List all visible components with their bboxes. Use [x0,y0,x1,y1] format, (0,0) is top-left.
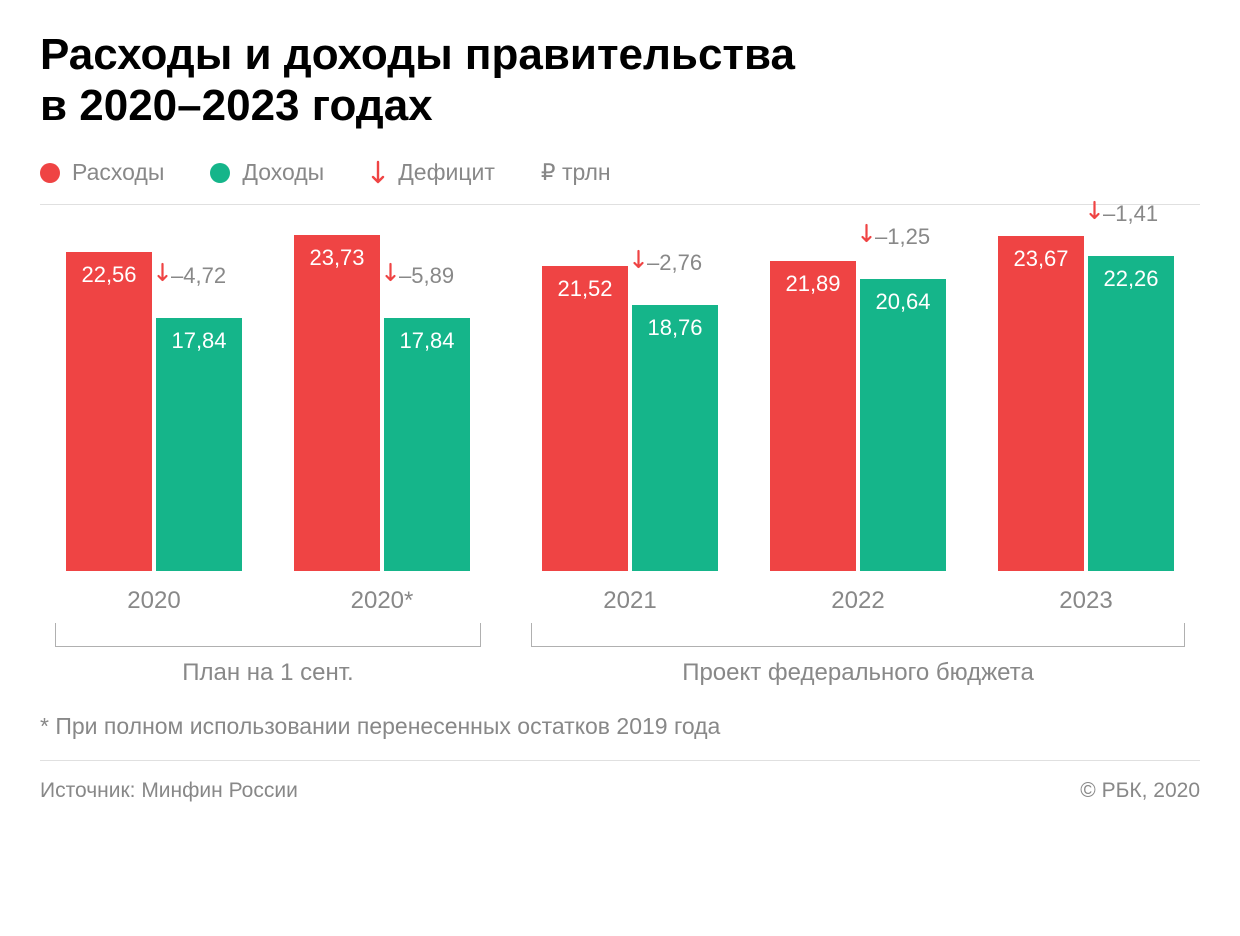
deficit-value: –1,41 [1103,201,1158,227]
deficit-value: –2,76 [647,250,702,276]
footnote: * При полном использовании перенесенных … [40,713,1200,761]
deficit-label: –2,76 [632,249,702,277]
deficit-label: –5,89 [384,262,454,290]
legend-income: Доходы [210,159,324,186]
legend-unit-label: ₽ трлн [541,159,611,186]
deficit-label: –1,41 [1088,200,1158,228]
bar-pair: 21,5218,76 –2,76 [542,231,718,571]
deficit-value: –4,72 [171,263,226,289]
title-line-1: Расходы и доходы правительства [40,30,795,79]
footer: Источник: Минфин России © РБК, 2020 [40,779,1200,803]
expenses-bar: 22,56 [66,252,152,572]
bracket-row: План на 1 сент. Проект федерального бюдже… [40,623,1200,687]
bar-pair: 21,8920,64–1,25 [770,231,946,571]
arrow-down-icon [860,223,873,251]
arrow-down-icon [632,249,645,277]
expenses-dot-icon [40,163,60,183]
deficit-value: –5,89 [399,263,454,289]
bar-pair: 23,6722,26–1,41 [998,231,1174,571]
expenses-bar: 23,73 [294,235,380,571]
income-dot-icon [210,163,230,183]
chart-title: Расходы и доходы правительства в 2020–20… [40,30,1200,131]
bar-group: 23,7317,84 –5,89 2020* [268,231,496,615]
x-axis-label: 2020* [351,587,414,615]
bracket-label: План на 1 сент. [55,659,481,687]
x-axis-label: 2023 [1059,587,1112,615]
bar-group: 23,6722,26–1,41 2023 [972,231,1200,615]
expenses-bar: 23,67 [998,236,1084,571]
legend-expenses-label: Расходы [72,159,164,186]
income-bar: 20,64 [860,279,946,571]
x-axis-label: 2022 [831,587,884,615]
bar-group: 22,5617,84 –4,72 2020 [40,231,268,615]
arrow-down-icon [370,160,386,186]
expenses-bar: 21,89 [770,261,856,571]
deficit-label: –1,25 [860,223,930,251]
legend-income-label: Доходы [242,159,324,186]
income-bar: 18,76 [632,305,718,571]
legend-deficit-label: Дефицит [398,159,495,186]
title-line-2: в 2020–2023 годах [40,81,433,130]
legend: Расходы Доходы Дефицит ₽ трлн [40,159,1200,205]
expenses-bar: 21,52 [542,266,628,571]
bar-group: 21,8920,64–1,25 2022 [744,231,972,615]
legend-expenses: Расходы [40,159,164,186]
bar-chart: 22,5617,84–4,72202023,7317,84–5,892020*2… [40,215,1200,615]
legend-unit: ₽ трлн [541,159,611,186]
source-label: Источник: Минфин России [40,779,298,803]
arrow-down-icon [156,262,169,290]
x-axis-label: 2021 [603,587,656,615]
x-axis-label: 2020 [127,587,180,615]
income-bar: 17,84 [384,318,470,571]
bracket: План на 1 сент. [55,623,481,687]
deficit-label: –4,72 [156,262,226,290]
income-bar: 22,26 [1088,256,1174,571]
income-bar: 17,84 [156,318,242,571]
bar-group: 21,5218,76 –2,76 2021 [516,231,744,615]
legend-deficit: Дефицит [370,159,495,186]
credit-label: © РБК, 2020 [1080,779,1200,803]
bar-pair: 23,7317,84 –5,89 [294,231,470,571]
bracket-line [55,623,481,647]
bracket-line [531,623,1185,647]
bracket-label: Проект федерального бюджета [531,659,1185,687]
arrow-down-icon [1088,200,1101,228]
bracket: Проект федерального бюджета [531,623,1185,687]
bar-pair: 22,5617,84 –4,72 [66,231,242,571]
deficit-value: –1,25 [875,224,930,250]
arrow-down-icon [384,262,397,290]
